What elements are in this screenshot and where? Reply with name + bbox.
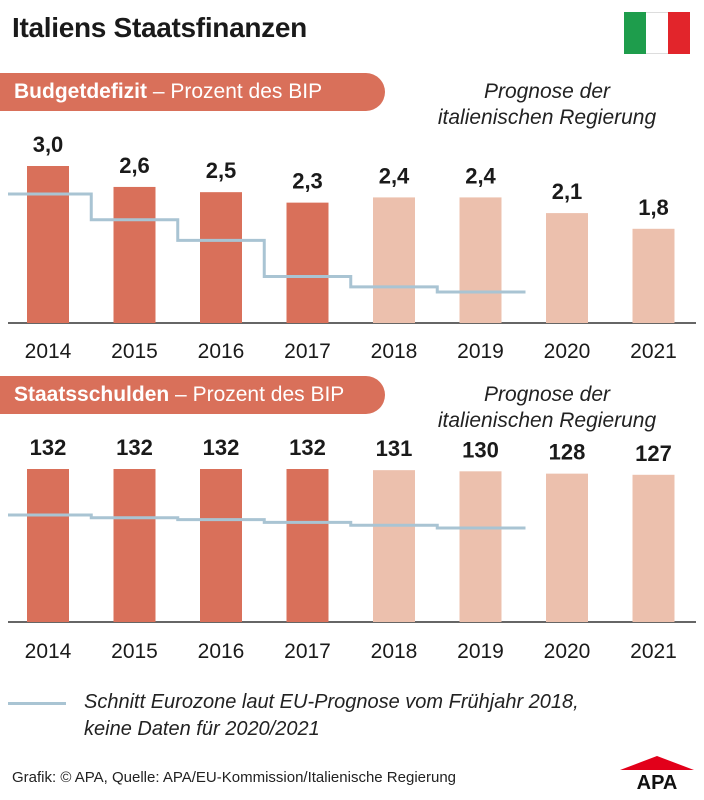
deficit-bar-2015	[113, 186, 156, 323]
debt-value-label-2018: 131	[376, 436, 413, 461]
debt-section-label: Staatsschulden – Prozent des BIP	[0, 376, 385, 414]
debt-bar-2016	[200, 469, 242, 622]
deficit-value-label-2019: 2,4	[465, 163, 496, 188]
deficit-value-label-2021: 1,8	[638, 195, 669, 220]
debt-bar-2014	[27, 469, 69, 622]
debt-bar-2021	[632, 474, 675, 622]
debt-bar-2018	[373, 470, 415, 622]
deficit-label-bold: Budgetdefizit	[14, 80, 147, 103]
debt-label-rest: – Prozent des BIP	[169, 383, 345, 406]
debt-tick-2014: 2014	[25, 640, 72, 663]
debt-tick-2019: 2019	[457, 640, 504, 663]
debt-bar-2017	[286, 469, 329, 622]
deficit-value-label-2017: 2,3	[292, 169, 323, 194]
deficit-bar-2018	[373, 197, 415, 323]
debt-tick-2017: 2017	[284, 640, 331, 663]
deficit-bar-2016	[200, 192, 242, 323]
debt-value-label-2020: 128	[549, 440, 586, 465]
debt-forecast-note: Prognose der italienischen Regierung	[392, 382, 702, 434]
deficit-tick-2019: 2019	[457, 340, 504, 363]
debt-bar-2020	[546, 473, 588, 622]
debt-tick-2015: 2015	[111, 640, 158, 663]
apa-logo-text: APA	[637, 772, 678, 790]
debt-value-label-2021: 127	[635, 441, 672, 466]
deficit-tick-2017: 2017	[284, 340, 331, 363]
deficit-bar-2020	[546, 213, 588, 323]
deficit-tick-2020: 2020	[544, 340, 591, 363]
source-footer: Grafik: © APA, Quelle: APA/EU-Kommission…	[12, 769, 457, 786]
deficit-bar-2021	[632, 228, 675, 323]
debt-tick-2020: 2020	[544, 640, 591, 663]
legend-text: Schnitt Eurozone laut EU-Prognose vom Fr…	[84, 689, 579, 743]
deficit-eurozone-line	[8, 192, 526, 294]
deficit-bar-2017	[286, 202, 329, 323]
deficit-tick-2021: 2021	[630, 340, 677, 363]
debt-bar-2019	[459, 471, 502, 622]
debt-bar-2015	[113, 469, 156, 622]
deficit-value-label-2015: 2,6	[119, 153, 150, 178]
legend-line2: keine Daten für 2020/2021	[84, 718, 320, 740]
debt-value-label-2016: 132	[203, 435, 240, 460]
legend-line1: Schnitt Eurozone laut EU-Prognose vom Fr…	[84, 691, 579, 713]
deficit-value-label-2018: 2,4	[379, 163, 410, 188]
debt-tick-2021: 2021	[630, 640, 677, 663]
deficit-forecast-note-line2: italienischen Regierung	[437, 106, 657, 129]
deficit-label-rest: – Prozent des BIP	[146, 80, 323, 103]
debt-value-label-2015: 132	[116, 435, 153, 460]
deficit-tick-2014: 2014	[25, 340, 72, 363]
deficit-value-label-2020: 2,1	[552, 179, 583, 204]
eurozone-legend-swatch	[8, 702, 66, 705]
debt-forecast-note-line1: Prognose der	[483, 383, 611, 406]
deficit-forecast-note-line1: Prognose der	[483, 80, 611, 103]
deficit-section-label: Budgetdefizit – Prozent des BIP	[0, 73, 385, 111]
deficit-tick-2015: 2015	[111, 340, 158, 363]
debt-label-bold: Staatsschulden	[14, 383, 170, 406]
debt-value-label-2017: 132	[289, 435, 326, 460]
deficit-value-label-2016: 2,5	[206, 158, 237, 183]
debt-forecast-note-line2: italienischen Regierung	[437, 409, 657, 432]
apa-logo-icon: APA	[620, 756, 694, 790]
page-title: Italiens Staatsfinanzen	[12, 12, 307, 43]
deficit-forecast-note: Prognose der italienischen Regierung	[392, 79, 702, 131]
debt-value-label-2019: 130	[462, 437, 499, 462]
deficit-bar-2019	[459, 197, 502, 323]
deficit-chart: 3,0 2014 2,6 2015 2,5 2016 2,3 2017 2,4 2018 2,4 20…	[8, 132, 696, 363]
debt-tick-2016: 2016	[198, 640, 245, 663]
deficit-value-label-2014: 3,0	[33, 132, 64, 157]
debt-eurozone-line	[8, 513, 526, 530]
debt-tick-2018: 2018	[371, 640, 418, 663]
deficit-bar-2014	[27, 166, 69, 323]
deficit-tick-2018: 2018	[371, 340, 418, 363]
italy-flag-icon	[624, 12, 690, 54]
deficit-tick-2016: 2016	[198, 340, 245, 363]
debt-value-label-2014: 132	[30, 435, 67, 460]
debt-chart: 132 2014 132 2015 132 2016 132 2017 131 2018 130 20…	[8, 435, 696, 663]
